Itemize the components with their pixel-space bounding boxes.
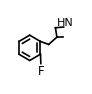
Text: HN: HN [57,18,74,28]
Text: F: F [38,65,44,78]
